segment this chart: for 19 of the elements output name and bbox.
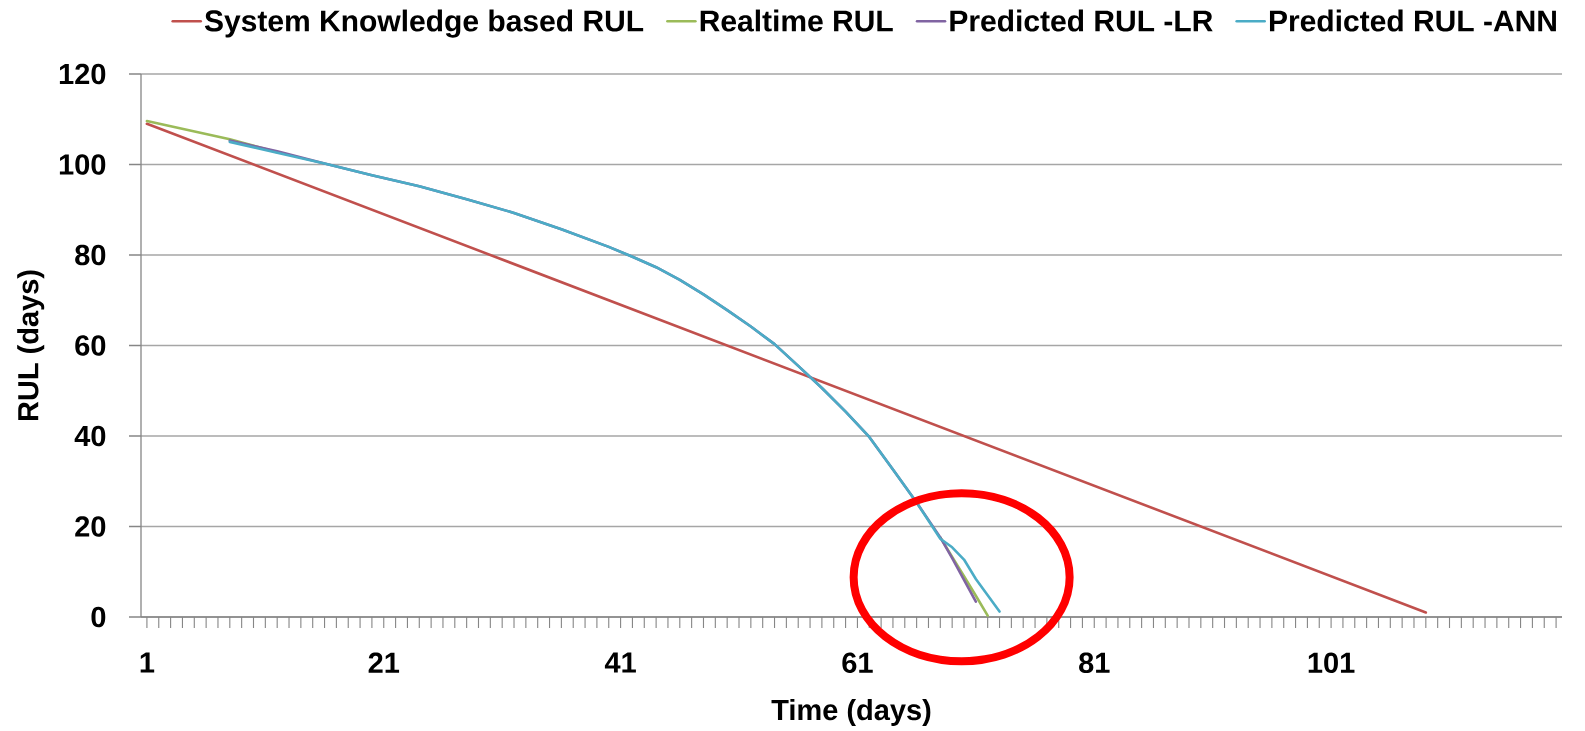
y-tick-label: 80 — [75, 244, 106, 266]
y-tick-label: 120 — [59, 63, 106, 85]
y-tick-label: 0 — [91, 606, 106, 628]
legend-label: Predicted RUL -LR — [950, 9, 1213, 32]
x-tick-label: 61 — [842, 652, 873, 674]
y-tick-label: 40 — [74, 425, 106, 447]
y-tick-label: 100 — [59, 154, 106, 175]
legend-label: Realtime RUL — [700, 9, 893, 32]
y-axis-title: RUL (days) — [17, 270, 45, 421]
x-tick-label: 41 — [604, 652, 636, 673]
x-axis-title: Time (days) — [771, 698, 931, 726]
x-tick-label: 101 — [1308, 652, 1355, 674]
x-tick-label: 81 — [1079, 652, 1110, 674]
legend-label: System Knowledge based RUL — [204, 9, 644, 38]
legend-label: Predicted RUL -ANN — [1269, 9, 1556, 32]
y-tick-label: 60 — [75, 335, 106, 356]
x-tick-label: 1 — [140, 652, 155, 673]
y-tick-label: 20 — [75, 516, 106, 537]
x-tick-label: 21 — [368, 652, 400, 673]
